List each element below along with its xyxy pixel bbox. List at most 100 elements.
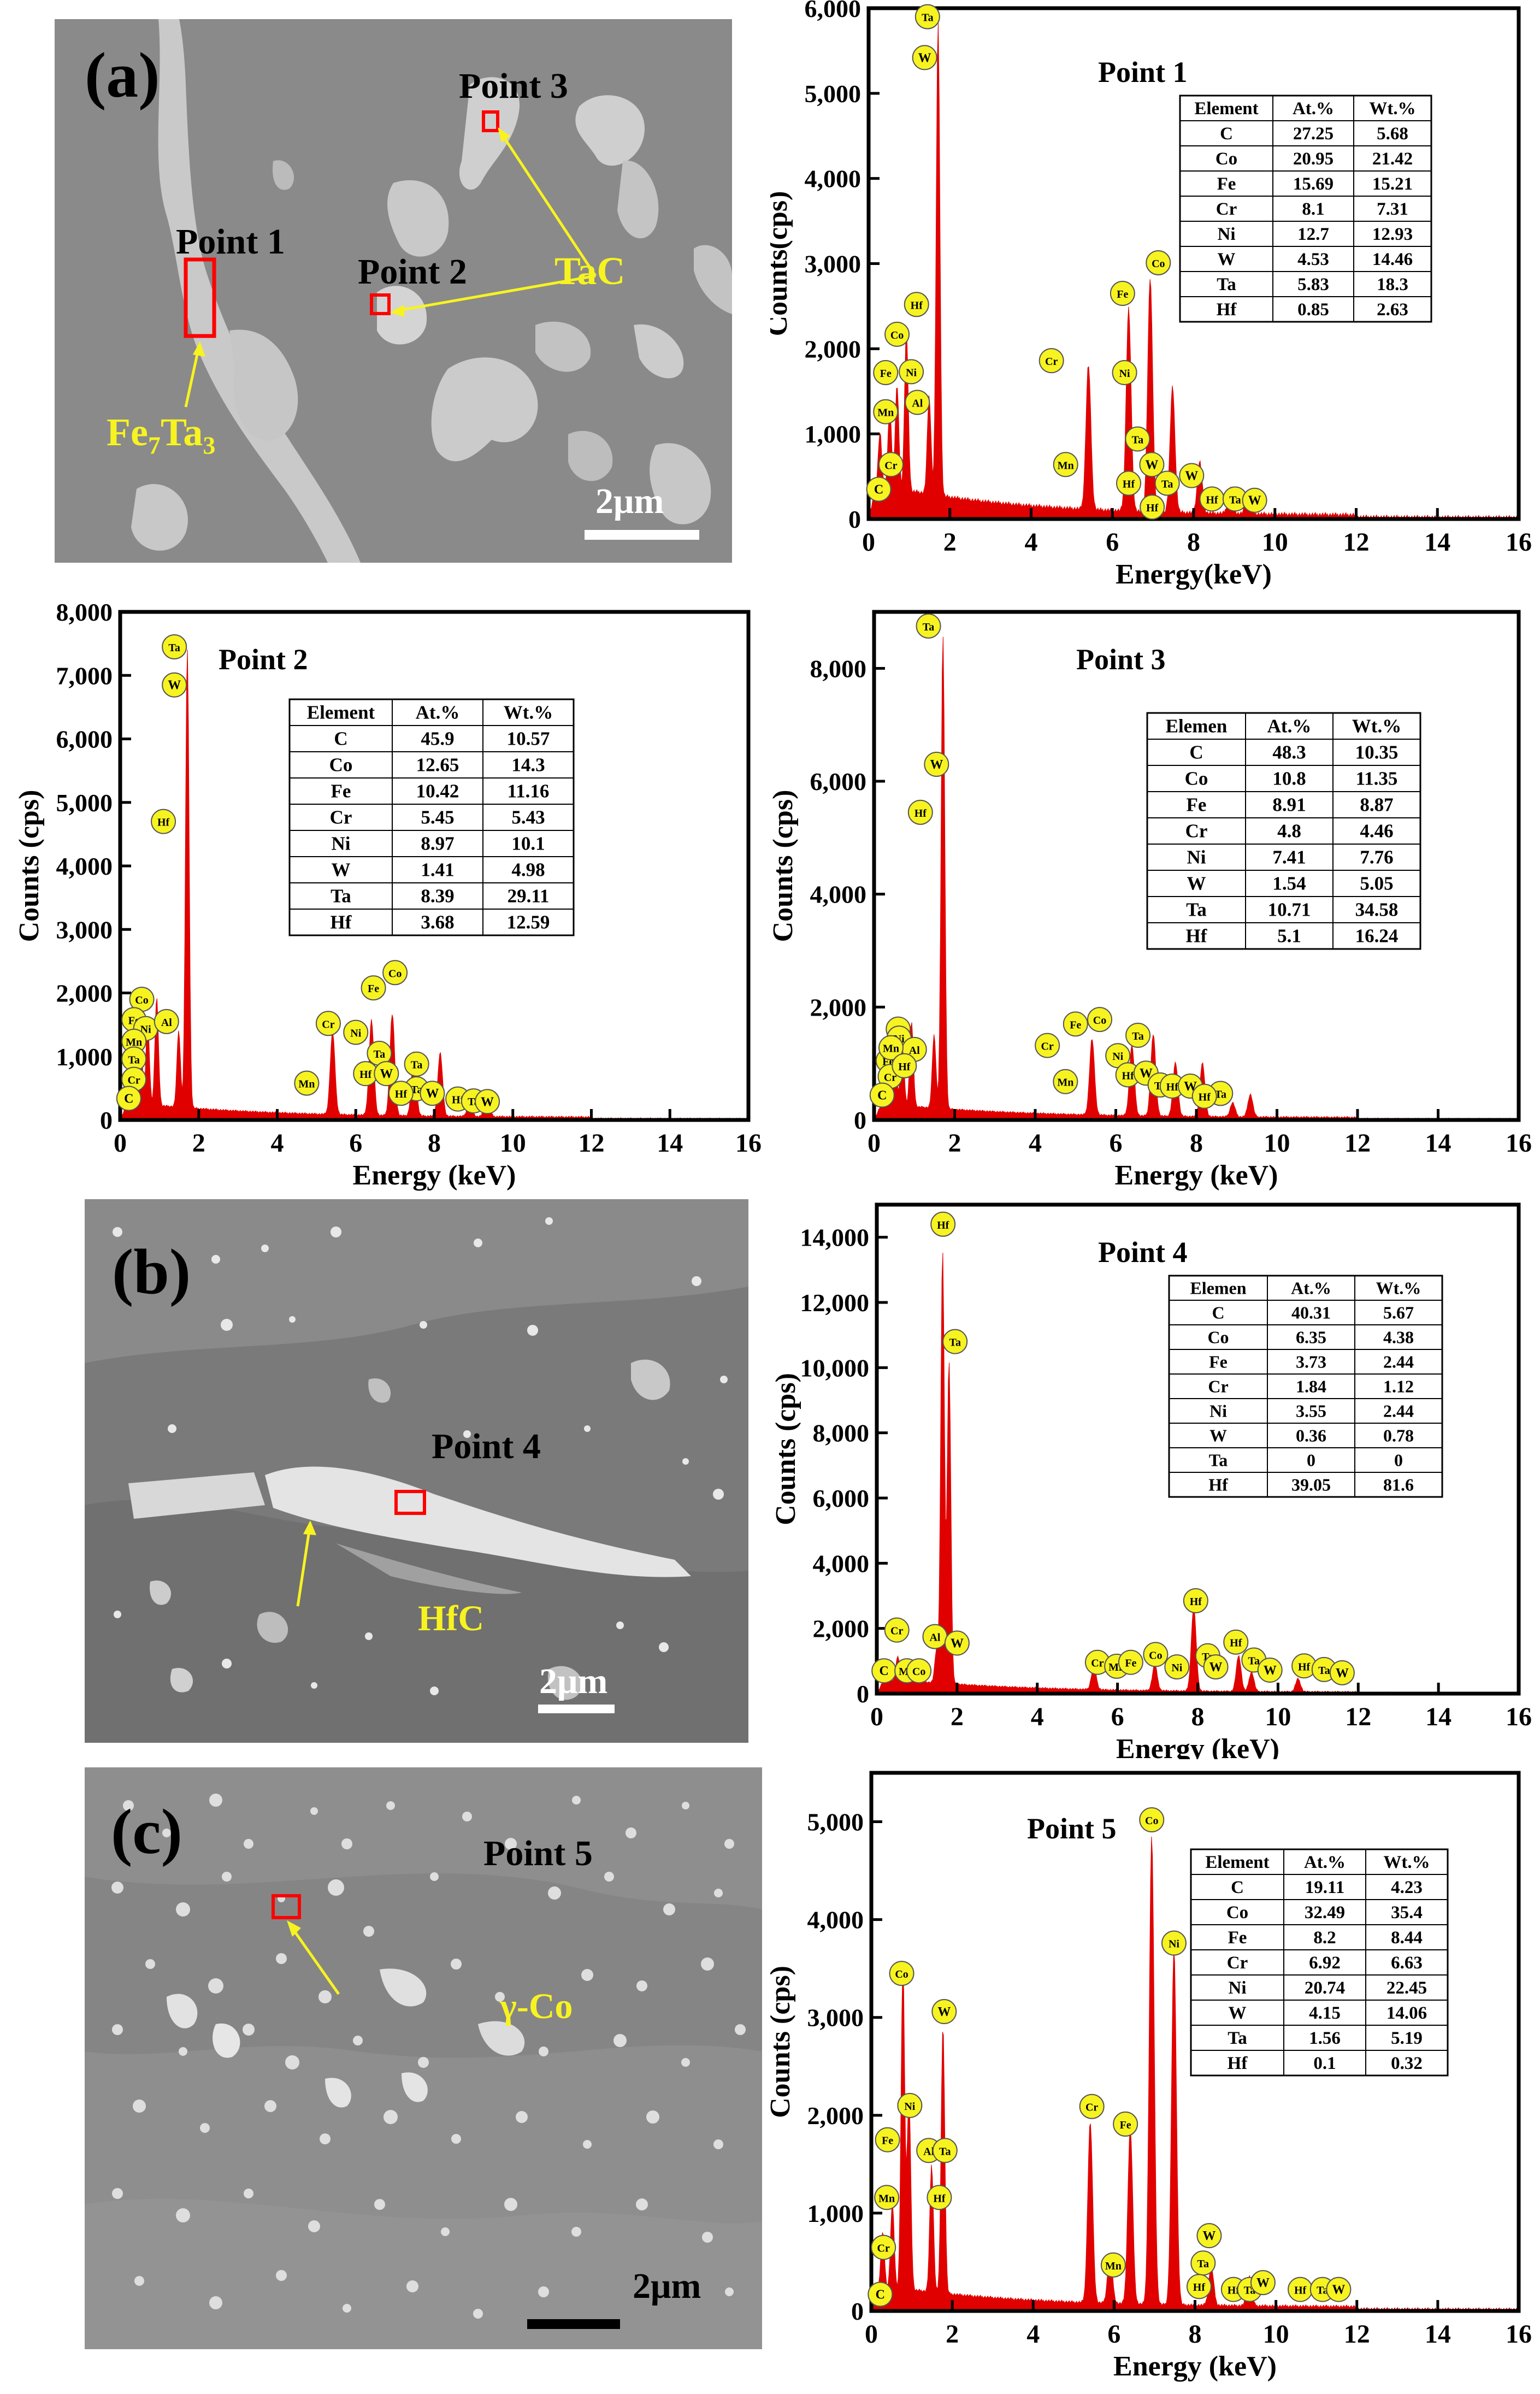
table-cell: 3.55: [1296, 1401, 1326, 1420]
peak-marker: Ta: [916, 613, 941, 639]
peak-marker-label: Mn: [298, 1078, 315, 1090]
table-cell: Hf: [331, 912, 352, 933]
peak-marker-label: Co: [1093, 1015, 1106, 1027]
table-cell: 8.1: [1302, 199, 1324, 219]
peak-marker-label: C: [880, 1664, 889, 1678]
peak-marker-label: Hf: [933, 2192, 946, 2204]
table-cell: 8.87: [1360, 794, 1393, 816]
spectrum-svg: 0 2 4 6 8 10 12 14 16 0 2,000 4,000 6,000 8,000 Energy…: [768, 610, 1532, 1191]
x-tick-label: 6: [1111, 1702, 1124, 1731]
x-tick-label: 14: [1424, 528, 1450, 557]
table-header-cell: At.%: [1267, 716, 1312, 737]
peak-marker-label: Cr: [1085, 2102, 1098, 2114]
y-tick-label: 4,000: [813, 1549, 870, 1577]
table-cell: 10.35: [1355, 742, 1399, 763]
peak-marker-label: Cr: [322, 1018, 334, 1030]
peak-marker-label: W: [1248, 494, 1261, 508]
table-cell: 7.41: [1272, 847, 1306, 868]
peak-marker: Al: [905, 390, 930, 415]
table-cell: 48.3: [1272, 742, 1306, 763]
table-cell: 39.05: [1291, 1475, 1331, 1494]
peak-marker-label: Cr: [884, 459, 897, 471]
table-cell: Fe: [1228, 1928, 1247, 1948]
peak-marker-label: Ta: [923, 621, 935, 633]
spectrum-svg: 0 2 4 6 8 10 12 14 16 0 2,000 4,000 6,000 8,000 10,000…: [770, 1202, 1532, 1765]
table-cell: W: [1218, 250, 1236, 269]
x-tick-label: 10: [1265, 1702, 1291, 1731]
table-cell: 14.06: [1386, 2003, 1427, 2023]
table-cell: 8.44: [1391, 1928, 1423, 1948]
table-cell: Hf: [1186, 925, 1207, 947]
x-tick-label: 12: [1345, 1702, 1371, 1731]
peak-marker-label: Hf: [1199, 1092, 1211, 1104]
y-tick-label: 2,000: [810, 993, 867, 1021]
x-tick-label: 6: [1106, 528, 1119, 557]
peak-marker-label: Ni: [906, 367, 917, 379]
peak-marker-label: Hf: [1230, 1637, 1242, 1649]
peak-marker: Fe: [873, 359, 899, 385]
x-tick-label: 0: [870, 1702, 883, 1731]
sem-image-b: (b) Point 4 HfC 2μm: [85, 1199, 748, 1743]
x-tick-label: 6: [1110, 1129, 1123, 1158]
table-cell: 32.49: [1305, 1903, 1345, 1923]
table-cell: 7.76: [1360, 847, 1393, 868]
peak-marker-label: W: [168, 679, 181, 693]
table-cell: 15.21: [1372, 174, 1413, 194]
peak-marker: Hf: [1191, 1083, 1217, 1109]
scale-bar-label-c: 2μm: [633, 2266, 701, 2306]
table-header-cell: Element: [1205, 1853, 1269, 1872]
table-cell: 5.05: [1360, 873, 1393, 894]
x-tick-label: 8: [1191, 1702, 1205, 1731]
peak-marker-label: Ni: [1169, 1938, 1179, 1950]
table-cell: 27.25: [1293, 124, 1334, 144]
peak-marker-label: Hf: [1206, 494, 1218, 506]
peak-marker: Cr: [1084, 1649, 1110, 1675]
peak-marker-label: Ta: [374, 1048, 386, 1060]
y-tick-label: 1,000: [56, 1043, 113, 1071]
y-tick-label: 6,000: [56, 726, 113, 753]
peak-marker: C: [116, 1086, 141, 1111]
table-cell: Ta: [1217, 275, 1236, 294]
table-cell: 0.32: [1391, 2054, 1423, 2073]
peak-marker-label: Mn: [126, 1036, 142, 1048]
peak-marker-label: Hf: [1190, 1596, 1202, 1608]
peak-marker-label: W: [481, 1095, 494, 1109]
table-header-cell: Wt.%: [504, 702, 553, 723]
composition-table: Element At.% Wt.% C 45.9 10.57 Co 12.65 14.3 Fe 10…: [288, 698, 575, 936]
peak-marker-label: Ta: [922, 12, 934, 24]
peak-marker: Ta: [404, 1051, 429, 1077]
peak-marker-label: Fe: [880, 368, 892, 380]
table-cell: Ni: [1209, 1401, 1227, 1420]
table-cell: 10.71: [1268, 899, 1311, 921]
table-cell: Co: [1207, 1327, 1229, 1347]
table-cell: 18.3: [1377, 275, 1408, 294]
y-axis-label: Counts (cps): [14, 790, 45, 942]
eds-spectrum-point-5: 0 2 4 6 8 10 12 14 16 0 1,000 2,000 3,000 4,000 5,000 E…: [765, 1759, 1540, 2394]
peak-marker: Fe: [1113, 2111, 1138, 2137]
peak-marker-label: Hf: [1294, 2285, 1307, 2297]
peak-marker-label: Ta: [1317, 2285, 1329, 2297]
table-cell: 4.98: [511, 859, 545, 881]
composition-table: Elemen At.% Wt.% C 40.31 5.67 Co 6.35 4.38 Fe 3.73…: [1168, 1275, 1443, 1498]
table-cell: 20.74: [1305, 1978, 1345, 1998]
table-cell: Cr: [330, 807, 352, 828]
x-tick-label: 8: [1187, 528, 1200, 557]
table-cell: W: [1229, 2003, 1247, 2023]
peak-marker-label: W: [918, 51, 931, 65]
table-cell: 4.38: [1383, 1327, 1414, 1347]
peak-marker-label: C: [876, 2288, 885, 2302]
x-tick-label: 10: [1262, 528, 1288, 557]
table-cell: Hf: [1217, 300, 1237, 320]
table-cell: 16.24: [1355, 925, 1399, 947]
y-tick-label: 10,000: [800, 1354, 870, 1382]
table-cell: Fe: [1217, 174, 1236, 194]
table-cell: 0.78: [1383, 1425, 1414, 1445]
peak-marker: Hf: [907, 799, 933, 825]
peak-marker: Ta: [932, 2138, 958, 2163]
peak-marker-label: Ta: [1132, 434, 1144, 446]
table-header-cell: Wt.%: [1352, 716, 1401, 737]
x-tick-label: 16: [1506, 1702, 1532, 1731]
peak-marker-label: Al: [912, 398, 923, 410]
y-tick-label: 3,000: [56, 916, 113, 944]
peak-marker-label: W: [1264, 1664, 1277, 1678]
